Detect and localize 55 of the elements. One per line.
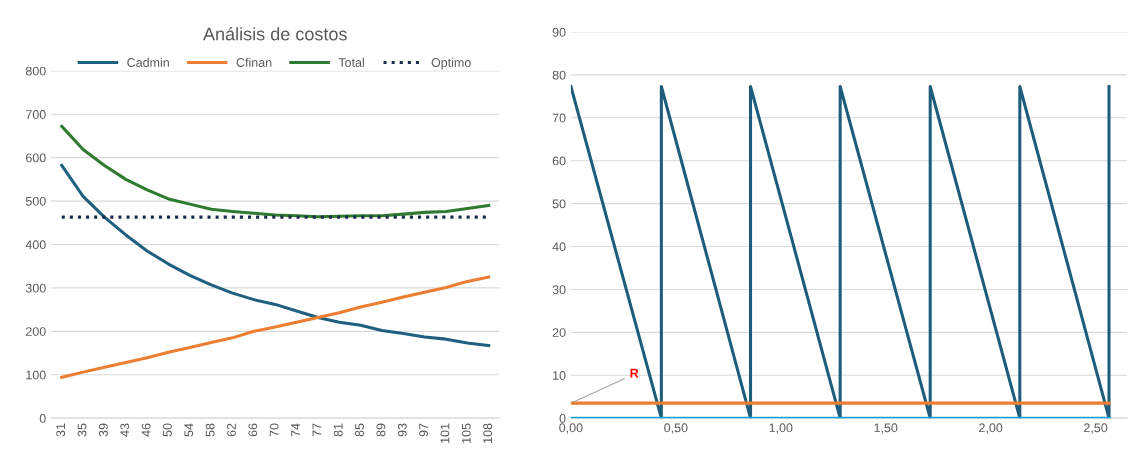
y-tick-label: 500 — [25, 196, 46, 206]
y-tick-label: 700 — [26, 110, 46, 119]
x-tick-label: 74 — [291, 423, 300, 437]
x-tick-label: 62 — [227, 423, 236, 437]
x-tick-label: 81 — [333, 423, 343, 437]
y-tick-label: 100 — [26, 370, 46, 380]
x-tick-label: 66 — [248, 423, 258, 437]
x-tick-label: 46 — [141, 423, 151, 437]
x-tick-label: 35 — [77, 423, 87, 437]
y-tick-label: 300 — [25, 283, 46, 293]
x-tick-label: 85 — [355, 423, 364, 437]
line-series — [60, 275, 491, 379]
x-tick-label: 89 — [376, 423, 386, 437]
x-tick-label: 1,00 — [769, 423, 793, 434]
y-tick-label: 800 — [25, 66, 46, 76]
y-tick-label: 0 — [39, 413, 46, 423]
chart-title: Análisis de costos — [203, 26, 347, 41]
x-tick-label: 0,00 — [559, 423, 583, 434]
x-tick-label: 1,50 — [874, 423, 898, 434]
x-tick-label: 101 — [440, 423, 450, 443]
annotation: R — [630, 368, 639, 378]
y-tick-label: 200 — [25, 327, 46, 336]
x-tick-label: 108 — [483, 423, 493, 443]
line-series — [60, 163, 491, 348]
line-series — [60, 124, 491, 219]
y-tick-label: 80 — [552, 70, 566, 80]
x-tick-label: 31 — [56, 423, 66, 437]
y-tick-label: 30 — [552, 285, 566, 295]
x-tick-label: 105 — [461, 423, 471, 443]
y-tick-label: 400 — [25, 240, 46, 250]
x-tick-label: 50 — [163, 423, 172, 437]
x-tick-label: 2,00 — [979, 423, 1003, 434]
legend-label: Optimo — [431, 57, 471, 70]
x-tick-label: 0,50 — [664, 423, 688, 434]
y-tick-label: 10 — [553, 371, 566, 380]
x-tick-label: 43 — [120, 423, 130, 437]
y-tick-label: 90 — [552, 27, 566, 37]
x-tick-label: 39 — [98, 423, 108, 437]
y-tick-label: 50 — [552, 199, 566, 209]
x-tick-label: 54 — [184, 423, 194, 437]
y-tick-label: 600 — [26, 153, 46, 163]
x-tick-label: 58 — [205, 423, 215, 437]
y-tick-label: 70 — [552, 113, 566, 123]
x-tick-label: 77 — [312, 423, 322, 437]
x-tick-label: 2,50 — [1084, 423, 1108, 434]
y-tick-label: 20 — [552, 328, 566, 337]
x-tick-label: 97 — [419, 423, 429, 437]
x-tick-label: 70 — [269, 423, 279, 437]
legend-label: Total — [338, 57, 364, 67]
legend-label: Cadmin — [127, 57, 169, 67]
y-tick-label: 40 — [552, 242, 566, 252]
y-tick-label: 0 — [559, 413, 566, 423]
y-tick-label: 60 — [552, 156, 566, 166]
x-tick-label: 93 — [397, 423, 407, 437]
legend-label: Cfinan — [236, 57, 272, 67]
